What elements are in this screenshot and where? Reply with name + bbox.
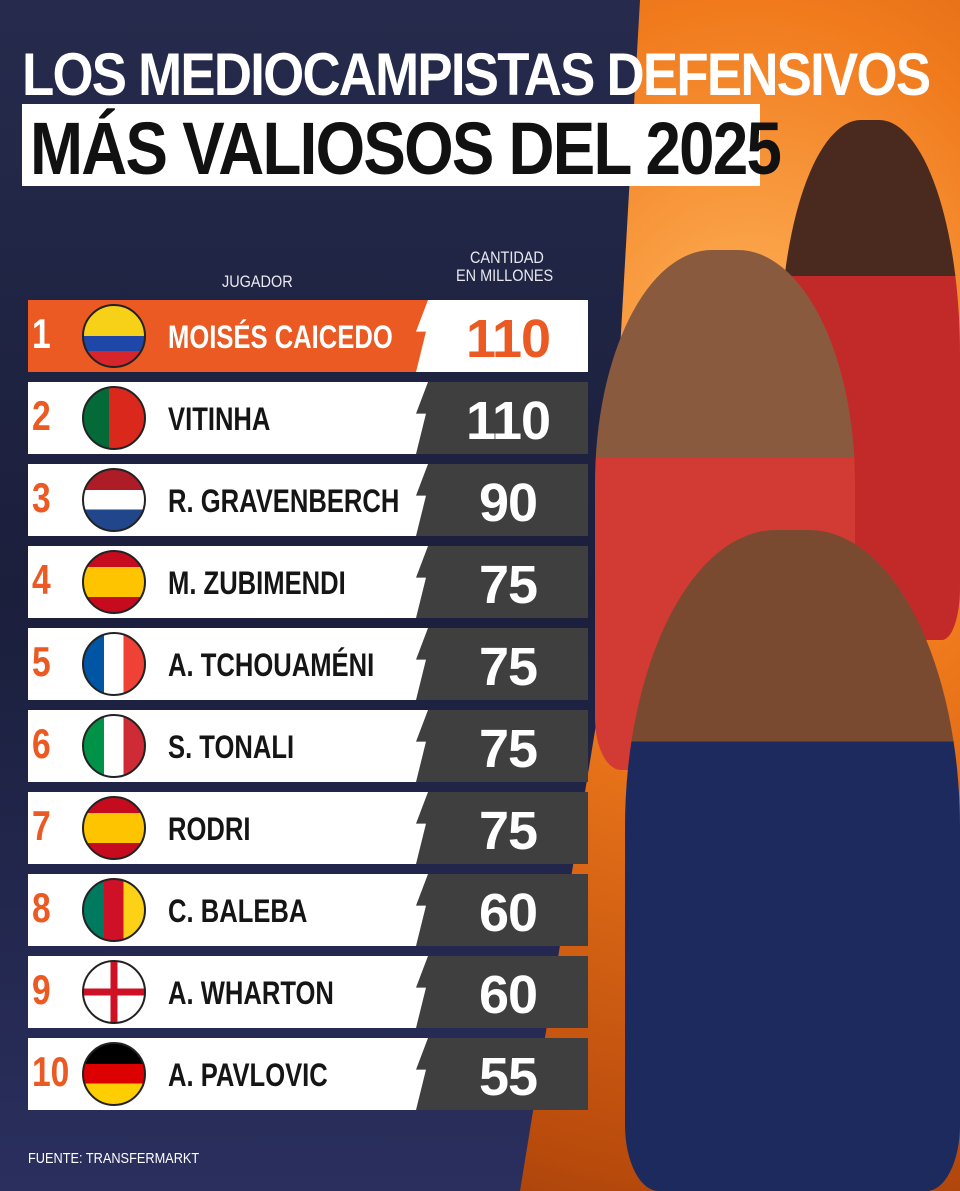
market-value: 110 [465,309,551,369]
spain-flag-icon [82,550,146,614]
value-box [416,382,588,454]
source-note: FUENTE: TRANSFERMARKT [28,1150,200,1167]
player-photo-vitinha [625,530,960,1191]
italy-flag-icon [82,714,146,778]
player-name: MOISÉS CAICEDO [168,319,393,355]
market-value: 75 [478,719,538,779]
table-row: 4 M. ZUBIMENDI 75 [28,546,588,618]
table-row: 7 RODRI 75 [28,792,588,864]
rank-number: 6 [32,720,51,767]
header-player: JUGADOR [222,272,293,291]
player-name: S. TONALI [168,729,295,765]
player-name: R. GRAVENBERCH [168,483,400,519]
market-value: 60 [478,883,538,943]
title-highlight-box [22,104,760,186]
table-row: 3 R. GRAVENBERCH 90 [28,464,588,536]
table-row: 10 A. PAVLOVIC 55 [28,1038,588,1110]
value-box [416,546,588,618]
value-box [416,628,588,700]
market-value: 60 [478,965,538,1025]
table-row: 2 VITINHA 110 [28,382,588,454]
rank-number: 8 [32,884,51,931]
market-value: 75 [478,637,538,697]
market-value: 75 [478,555,538,615]
france-flag-icon [82,632,146,696]
value-box [416,464,588,536]
header-value-line1: CANTIDAD [470,248,544,267]
title-line1: LOS MEDIOCAMPISTAS DEFENSIVOS [22,41,931,108]
rank-number: 10 [32,1048,70,1095]
player-name: A. PAVLOVIC [168,1057,328,1093]
player-name: VITINHA [168,401,271,437]
germany-flag-icon [82,1042,146,1106]
rank-number: 3 [32,474,51,521]
title-line2: MÁS VALIOSOS DEL 2025 [30,107,782,190]
header-value-line2: EN MILLONES [456,266,554,285]
market-value: 110 [465,391,551,451]
market-value: 75 [478,801,538,861]
ecuador-flag-icon [82,304,146,368]
value-box [416,874,588,946]
table-row: 1 MOISÉS CAICEDO 110 [28,300,588,372]
player-name: C. BALEBA [168,893,308,929]
rank-number: 5 [32,638,51,685]
cameroon-flag-icon [82,878,146,942]
table-row: 8 C. BALEBA 60 [28,874,588,946]
player-name: A. WHARTON [168,975,334,1011]
table-row: 6 S. TONALI 75 [28,710,588,782]
table-row: 9 A. WHARTON 60 [28,956,588,1028]
spain-flag-icon [82,796,146,860]
portugal-flag-icon [82,386,146,450]
value-box [416,300,588,372]
england-flag-icon [82,960,146,1024]
rank-number: 4 [32,556,51,603]
netherlands-flag-icon [82,468,146,532]
value-box [416,710,588,782]
value-box [416,956,588,1028]
value-box [416,792,588,864]
market-value: 90 [478,473,538,533]
market-value: 55 [478,1047,538,1107]
rank-number: 9 [32,966,51,1013]
rank-number: 1 [32,310,51,357]
rank-number: 7 [32,802,51,849]
player-name: RODRI [168,811,251,847]
value-box [416,1038,588,1110]
player-name: A. TCHOUAMÉNI [168,647,375,683]
table-row: 5 A. TCHOUAMÉNI 75 [28,628,588,700]
rank-number: 2 [32,392,51,439]
player-name: M. ZUBIMENDI [168,565,346,601]
